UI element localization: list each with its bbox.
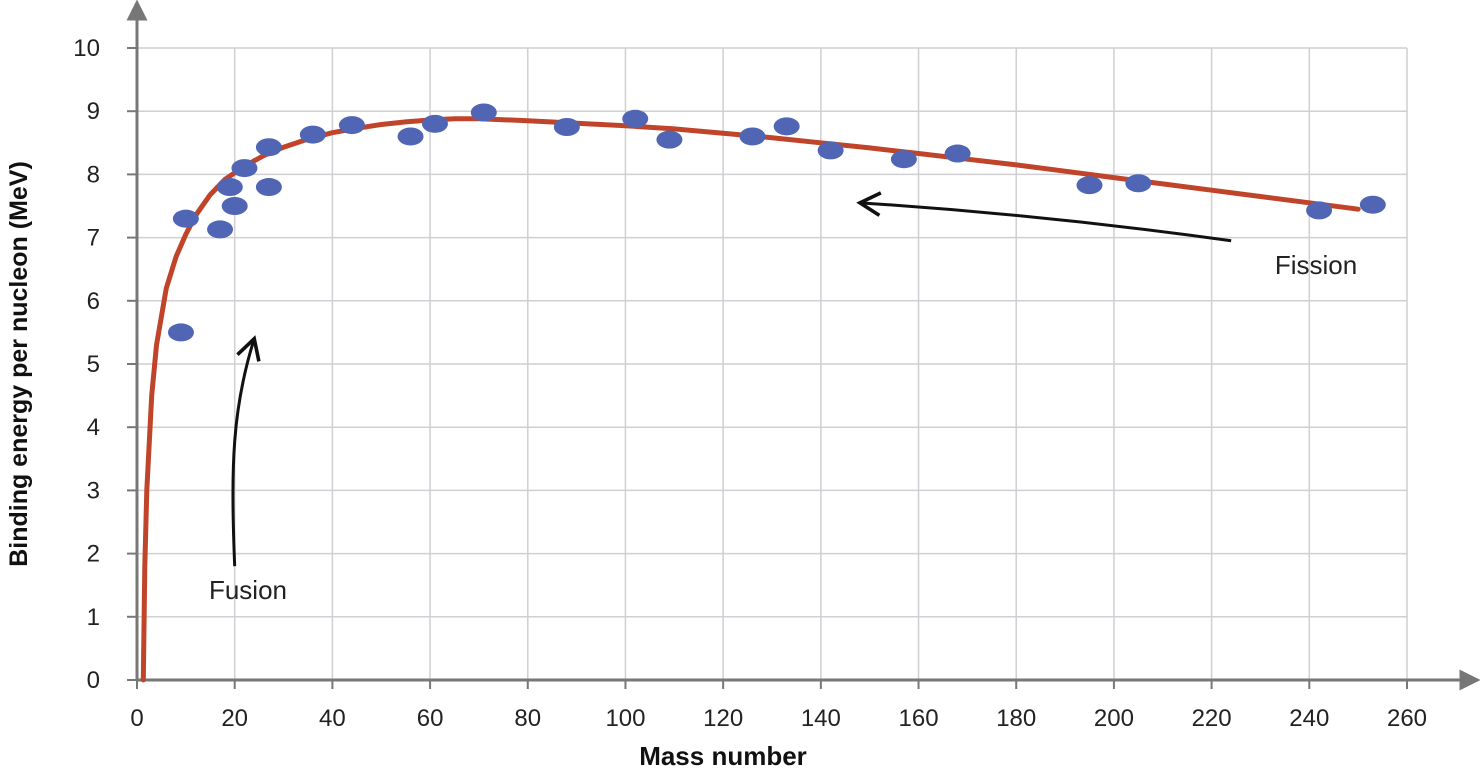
- x-tick-label: 220: [1192, 705, 1232, 732]
- fission-label: Fission: [1275, 250, 1357, 280]
- y-tick-label: 7: [87, 225, 100, 252]
- x-axis-title: Mass number: [639, 741, 807, 769]
- data-point: [167, 323, 194, 342]
- y-tick-label: 4: [87, 414, 100, 441]
- y-tick-label: 5: [87, 351, 100, 378]
- data-point: [553, 118, 580, 136]
- x-tick-label: 180: [996, 705, 1036, 732]
- data-point: [1076, 176, 1103, 195]
- x-tick-label: 80: [514, 705, 541, 732]
- annotations: Fusion Fission: [209, 191, 1357, 605]
- data-point: [338, 116, 365, 135]
- grid: [137, 47, 1408, 680]
- y-tick-label: 8: [87, 161, 100, 188]
- data-point: [397, 127, 424, 146]
- x-tick-label: 20: [221, 705, 248, 732]
- data-point: [299, 125, 326, 144]
- data-point: [656, 130, 683, 149]
- y-tick-label: 2: [87, 541, 100, 568]
- x-tick-label: 160: [899, 705, 939, 732]
- data-point: [470, 103, 497, 122]
- fit-curve: [140, 116, 1361, 683]
- data-point: [944, 144, 971, 163]
- data-point: [216, 178, 243, 197]
- y-tick-label: 6: [87, 288, 100, 315]
- data-point: [255, 178, 282, 197]
- data-point: [172, 209, 199, 228]
- data-point: [421, 114, 448, 133]
- data-point: [231, 159, 258, 178]
- x-tick-label: 140: [801, 705, 841, 732]
- y-tick-label: 1: [87, 604, 100, 631]
- x-tick-label: 200: [1094, 705, 1134, 732]
- data-point: [817, 141, 844, 160]
- data-point: [1306, 201, 1333, 220]
- y-tick-label: 3: [87, 477, 100, 504]
- x-tick-label: 60: [417, 705, 444, 732]
- curve-layer: [140, 116, 1361, 683]
- data-point: [207, 220, 234, 239]
- x-tick-label: 240: [1289, 705, 1329, 732]
- data-point: [1359, 195, 1386, 214]
- x-tick-label: 40: [319, 705, 346, 732]
- y-axis-title: Binding energy per nucleon (MeV): [5, 161, 33, 567]
- x-tick-label: 100: [605, 705, 645, 732]
- x-tick-label: 0: [130, 705, 143, 732]
- y-tick-label: 10: [73, 35, 100, 62]
- y-tick-label: 9: [87, 98, 100, 125]
- y-tick-label: 0: [87, 667, 100, 694]
- data-point: [890, 150, 917, 169]
- data-point: [622, 109, 649, 128]
- data-point: [739, 127, 766, 146]
- fusion-label: Fusion: [209, 575, 287, 605]
- data-point: [773, 117, 800, 136]
- axes: [126, 0, 1481, 691]
- data-point: [255, 138, 282, 157]
- data-point: [1125, 174, 1152, 193]
- fusion-arrow: [231, 335, 261, 567]
- x-tick-label: 260: [1387, 705, 1427, 732]
- data-points: [167, 103, 1386, 342]
- fission-arrow: [856, 191, 1232, 243]
- data-point: [221, 197, 248, 215]
- tick-labels: 0 20 40 60 80 100 120 140 160 180 200 220 240 260 0 1 2 3…: [73, 35, 1427, 732]
- x-tick-label: 120: [703, 705, 743, 732]
